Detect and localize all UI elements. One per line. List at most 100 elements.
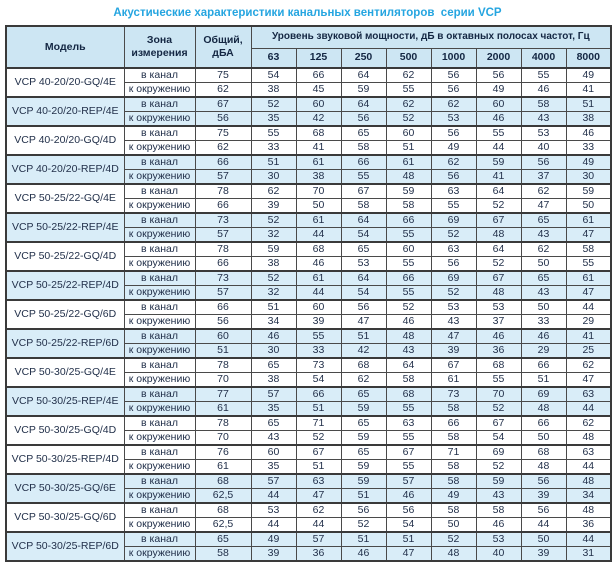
band-cell-125: 61: [295, 270, 342, 286]
table-row: к окружению 56 34 39 47 46 43 37 33 29: [6, 314, 612, 330]
model-cell: VCP 50-30/25-GQ/6D: [5, 502, 125, 533]
band-cell-500: 61: [385, 154, 432, 170]
band-cell-8000: 48: [565, 502, 612, 518]
band-cell-4000: 62: [520, 241, 567, 257]
total-dba-cell: 67: [194, 96, 252, 112]
band-cell-63: 39: [250, 546, 297, 562]
band-cell-125: 61: [295, 212, 342, 228]
band-cell-8000: 44: [565, 299, 612, 315]
band-cell-4000: 56: [520, 502, 567, 518]
band-cell-125: 39: [295, 314, 342, 330]
band-cell-63: 44: [250, 488, 297, 504]
band-cell-1000: 62: [430, 154, 477, 170]
band-cell-63: 33: [250, 140, 297, 156]
band-cell-125: 62: [295, 502, 342, 518]
total-dba-cell: 73: [194, 270, 252, 286]
band-cell-2000: 43: [475, 488, 522, 504]
band-cell-4000: 39: [520, 546, 567, 562]
band-cell-500: 58: [385, 372, 432, 388]
total-dba-cell: 73: [194, 212, 252, 228]
total-dba-cell: 62: [194, 140, 252, 156]
band-cell-8000: 47: [565, 285, 612, 301]
band-cell-8000: 44: [565, 459, 612, 475]
band-cell-500: 60: [385, 241, 432, 257]
band-cell-250: 64: [340, 67, 387, 83]
band-cell-250: 59: [340, 401, 387, 417]
table-row: VCP 40-20/20-REP/4D в канал 66 51 61 66 61 62 59…: [5, 154, 612, 185]
band-cell-4000: 50: [520, 299, 567, 315]
band-cell-125: 51: [295, 459, 342, 475]
band-cell-500: 67: [385, 444, 432, 460]
zone-cell-to-surroundings: к окружению: [123, 488, 196, 504]
band-cell-125: 50: [295, 198, 342, 214]
zone-cell-in-duct: в канал: [123, 357, 196, 373]
band-cell-4000: 29: [520, 343, 567, 359]
band-cell-8000: 63: [565, 444, 612, 460]
model-cell: VCP 50-30/25-GQ/4E: [5, 357, 125, 388]
band-cell-125: 54: [295, 372, 342, 388]
total-dba-cell: 61: [194, 401, 252, 417]
band-cell-8000: 29: [565, 314, 612, 330]
band-cell-250: 59: [340, 473, 387, 489]
total-dba-cell: 61: [194, 459, 252, 475]
band-cell-63: 34: [250, 314, 297, 330]
band-cell-2000: 67: [475, 415, 522, 431]
total-dba-cell: 65: [194, 531, 252, 547]
table-row: к окружению 56 35 42 56 52 53 46 43 38: [6, 111, 612, 127]
band-cell-2000: 59: [475, 154, 522, 170]
band-cell-1000: 69: [430, 270, 477, 286]
band-cell-250: 56: [340, 111, 387, 127]
zone-cell-in-duct: в канал: [123, 502, 196, 518]
col-header-freq-250: 250: [340, 47, 387, 69]
band-cell-2000: 44: [475, 140, 522, 156]
zone-cell-in-duct: в канал: [123, 96, 196, 112]
band-cell-8000: 63: [565, 386, 612, 402]
band-cell-125: 61: [295, 154, 342, 170]
band-cell-500: 55: [385, 82, 432, 98]
band-cell-4000: 55: [520, 67, 567, 83]
band-cell-1000: 52: [430, 285, 477, 301]
band-cell-125: 47: [295, 488, 342, 504]
band-cell-4000: 65: [520, 270, 567, 286]
col-header-sound-power-level: Уровень звуковой мощности, дБ в октавных…: [250, 25, 612, 49]
table-row: VCP 40-20/20-GQ/4D в канал 75 55 68 65 60 56 55 5…: [5, 125, 612, 156]
band-cell-8000: 48: [565, 473, 612, 489]
band-cell-125: 44: [295, 285, 342, 301]
band-cell-8000: 31: [565, 546, 612, 562]
band-cell-2000: 48: [475, 227, 522, 243]
band-cell-125: 63: [295, 473, 342, 489]
band-cell-2000: 52: [475, 198, 522, 214]
total-dba-cell: 70: [194, 372, 252, 388]
band-cell-8000: 62: [565, 415, 612, 431]
band-cell-125: 38: [295, 169, 342, 185]
total-dba-cell: 68: [194, 502, 252, 518]
band-cell-8000: 47: [565, 372, 612, 388]
band-cell-2000: 67: [475, 270, 522, 286]
band-cell-1000: 63: [430, 241, 477, 257]
band-cell-2000: 52: [475, 401, 522, 417]
band-cell-500: 59: [385, 183, 432, 199]
table-body: VCP 40-20/20-GQ/4E в канал 75 54 66 64 62 56 56 5…: [5, 67, 612, 562]
band-cell-125: 44: [295, 227, 342, 243]
table-row: к окружению 61 35 51 59 55 58 52 48 44: [6, 401, 612, 417]
band-cell-4000: 43: [520, 285, 567, 301]
total-dba-cell: 66: [194, 154, 252, 170]
band-cell-2000: 60: [475, 96, 522, 112]
band-cell-250: 51: [340, 488, 387, 504]
band-cell-500: 46: [385, 314, 432, 330]
zone-cell-to-surroundings: к окружению: [123, 401, 196, 417]
model-cell: VCP 50-25/22-REP/6D: [5, 328, 125, 359]
total-dba-cell: 78: [194, 241, 252, 257]
band-cell-63: 54: [250, 67, 297, 83]
table-row: VCP 50-30/25-REP/6D в канал 65 49 57 51 51 52 53…: [5, 531, 612, 562]
band-cell-2000: 46: [475, 111, 522, 127]
zone-cell-in-duct: в канал: [123, 212, 196, 228]
model-cell: VCP 50-30/25-REP/6D: [5, 531, 125, 562]
band-cell-4000: 65: [520, 212, 567, 228]
band-cell-2000: 68: [475, 357, 522, 373]
total-dba-cell: 57: [194, 169, 252, 185]
band-cell-500: 62: [385, 67, 432, 83]
table-row: VCP 50-25/22-GQ/6D в канал 66 51 60 56 52 53 53 5…: [5, 299, 612, 330]
band-cell-125: 52: [295, 430, 342, 446]
band-cell-500: 48: [385, 169, 432, 185]
